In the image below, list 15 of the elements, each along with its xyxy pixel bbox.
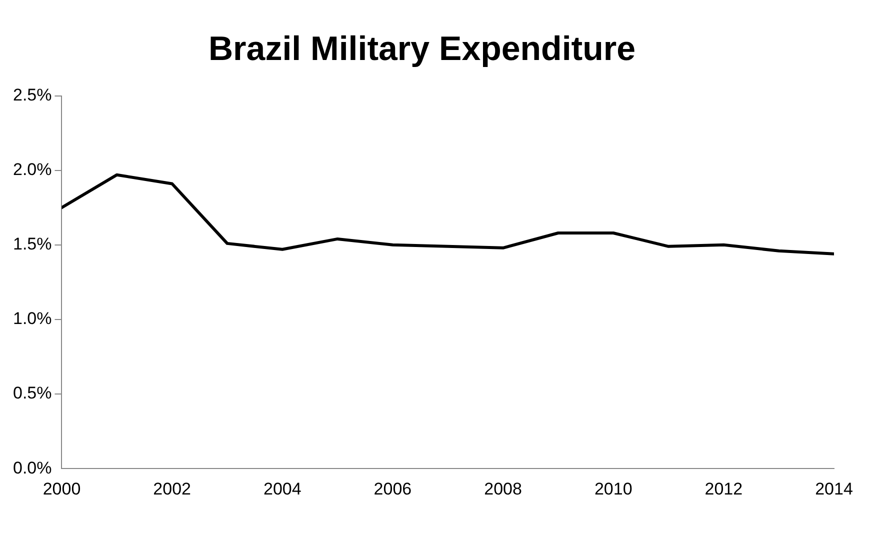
y-tick-label: 1.0% (13, 309, 52, 328)
x-tick-label: 2014 (815, 479, 853, 498)
chart-title: Brazil Military Expenditure (208, 30, 636, 68)
x-tick-label: 2002 (153, 479, 191, 498)
x-tick-label: 2000 (42, 479, 81, 498)
x-tick-label: 2012 (704, 479, 743, 498)
x-tick-label: 2010 (594, 479, 632, 498)
y-tick-label: 2.0% (13, 160, 52, 180)
y-tick-label: 1.5% (13, 234, 52, 254)
x-tick-label: 2006 (374, 479, 412, 498)
x-tick-label: 2008 (484, 479, 522, 498)
y-tick-label: 0.0% (13, 458, 52, 478)
x-tick-label: 2004 (263, 479, 302, 498)
y-tick-label: 2.5% (13, 85, 52, 104)
y-tick-label: 0.5% (13, 384, 52, 403)
